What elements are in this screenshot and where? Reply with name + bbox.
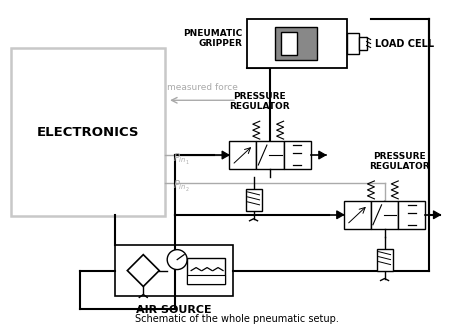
Text: Schematic of the whole pneumatic setup.: Schematic of the whole pneumatic setup.: [135, 314, 339, 324]
Bar: [344, 201, 371, 229]
Bar: [187, 274, 225, 284]
Text: PRESSURE
REGULATOR: PRESSURE REGULATOR: [369, 152, 430, 171]
Bar: [11, 49, 165, 216]
Text: AIR SOURCE: AIR SOURCE: [137, 306, 212, 315]
Bar: [229, 141, 256, 169]
Bar: [115, 245, 233, 297]
Circle shape: [167, 250, 187, 269]
Bar: [246, 189, 262, 211]
Bar: [371, 201, 398, 229]
Bar: [346, 32, 359, 55]
Text: ELECTRONICS: ELECTRONICS: [36, 126, 139, 139]
Text: PNEUMATIC
GRIPPER: PNEUMATIC GRIPPER: [183, 29, 242, 48]
Polygon shape: [319, 151, 326, 159]
Text: LOAD CELL: LOAD CELL: [374, 38, 434, 49]
Bar: [247, 19, 346, 69]
Text: PRESSURE
REGULATOR: PRESSURE REGULATOR: [229, 92, 290, 111]
Bar: [187, 258, 225, 284]
Polygon shape: [222, 151, 229, 159]
Text: $P_{in_1}$: $P_{in_1}$: [173, 152, 190, 166]
Text: measured force: measured force: [167, 83, 237, 92]
Bar: [281, 31, 297, 56]
Text: $P_{in_2}$: $P_{in_2}$: [173, 179, 190, 194]
Bar: [376, 249, 392, 270]
Polygon shape: [128, 255, 159, 287]
Polygon shape: [433, 211, 440, 219]
Bar: [398, 201, 426, 229]
Bar: [256, 141, 283, 169]
Bar: [283, 141, 311, 169]
Bar: [359, 36, 366, 51]
Polygon shape: [337, 211, 344, 219]
Bar: [275, 26, 317, 61]
